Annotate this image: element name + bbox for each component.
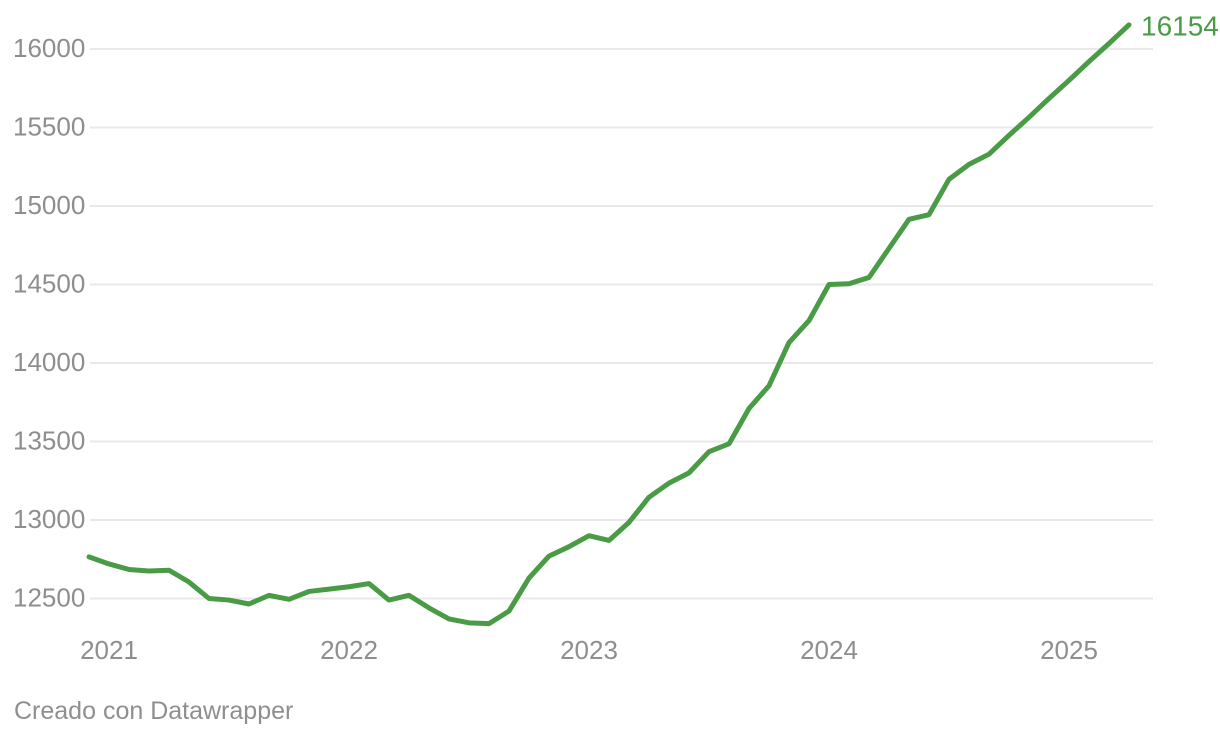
y-axis-tick-label: 15500: [13, 112, 85, 142]
x-axis-tick-label: 2024: [800, 635, 858, 665]
y-axis-tick-label: 13000: [13, 504, 85, 534]
y-axis-tick-label: 14000: [13, 347, 85, 377]
y-axis-tick-label: 13500: [13, 426, 85, 456]
end-value-label: 16154: [1141, 10, 1219, 41]
y-axis-tick-label: 12500: [13, 583, 85, 613]
y-axis-tick-label: 16000: [13, 33, 85, 63]
x-axis-tick-label: 2022: [320, 635, 378, 665]
datawrapper-attribution-link[interactable]: Creado con Datawrapper: [14, 697, 294, 725]
x-axis-tick-label: 2021: [80, 635, 138, 665]
series-line: [86, 22, 1132, 627]
y-axis-tick-label: 14500: [13, 269, 85, 299]
x-axis-tick-label: 2023: [560, 635, 618, 665]
y-axis-tick-label: 15000: [13, 190, 85, 220]
x-axis-tick-label: 2025: [1040, 635, 1098, 665]
